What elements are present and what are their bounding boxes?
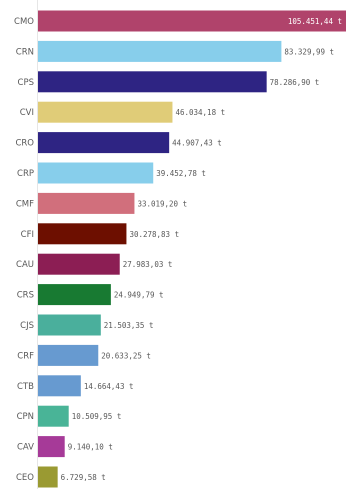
category-label: CJS	[20, 321, 34, 331]
bar-cmf[interactable]	[38, 192, 135, 214]
category-label: CMO	[14, 17, 34, 27]
value-label: 10.509,95 t	[72, 412, 122, 421]
value-label: 44.907,43 t	[172, 139, 222, 148]
category-label: CEO	[16, 473, 34, 483]
category-label: CPS	[18, 78, 34, 88]
bar-ctb[interactable]	[38, 375, 81, 397]
category-label: CRF	[17, 351, 34, 361]
bar-cav[interactable]	[38, 436, 65, 458]
bar-cro[interactable]	[38, 132, 170, 154]
category-label: CMF	[16, 199, 34, 209]
value-label: 39.452,78 t	[156, 169, 206, 178]
value-label: 6.729,58 t	[61, 473, 106, 482]
value-label: 24.949,79 t	[114, 291, 164, 300]
category-label: CRO	[15, 139, 34, 149]
bar-cau[interactable]	[38, 253, 120, 275]
category-label: CTB	[17, 382, 34, 392]
category-label: CAV	[17, 443, 34, 453]
category-label: CRN	[16, 47, 34, 57]
bars-group: CMO 105.451,44 t CRN 83.329,99 t CPS 78.286,9…	[14, 10, 346, 488]
value-label: 14.664,43 t	[84, 382, 134, 391]
value-label: 9.140,10 t	[68, 443, 113, 452]
value-label: 78.286,90 t	[270, 78, 320, 87]
value-label: 83.329,99 t	[284, 47, 334, 56]
bar-cps[interactable]	[38, 71, 267, 93]
category-label: CRP	[17, 169, 34, 179]
bar-crf[interactable]	[38, 344, 99, 366]
category-label: CFI	[21, 230, 34, 240]
bar-cpn[interactable]	[38, 405, 69, 427]
value-label: 33.019,20 t	[137, 199, 187, 208]
bar-ceo[interactable]	[38, 466, 58, 488]
bar-cjs[interactable]	[38, 314, 101, 336]
value-label: 27.983,03 t	[123, 260, 173, 269]
category-label: CPN	[17, 412, 34, 422]
value-label: 20.633,25 t	[101, 351, 151, 360]
category-label: CRS	[17, 291, 34, 301]
category-label: CVI	[20, 108, 34, 118]
bar-crs[interactable]	[38, 284, 111, 306]
value-label: 30.278,83 t	[129, 230, 179, 239]
category-label: CAU	[16, 260, 34, 270]
bar-cfi[interactable]	[38, 223, 127, 245]
bar-crn[interactable]	[38, 40, 282, 62]
bar-cvi[interactable]	[38, 101, 173, 123]
bar-cmo[interactable]	[38, 10, 346, 32]
value-label: 21.503,35 t	[104, 321, 154, 330]
bar-crp[interactable]	[38, 162, 154, 184]
value-label: 105.451,44 t	[288, 17, 342, 26]
value-label: 46.034,18 t	[175, 108, 225, 117]
